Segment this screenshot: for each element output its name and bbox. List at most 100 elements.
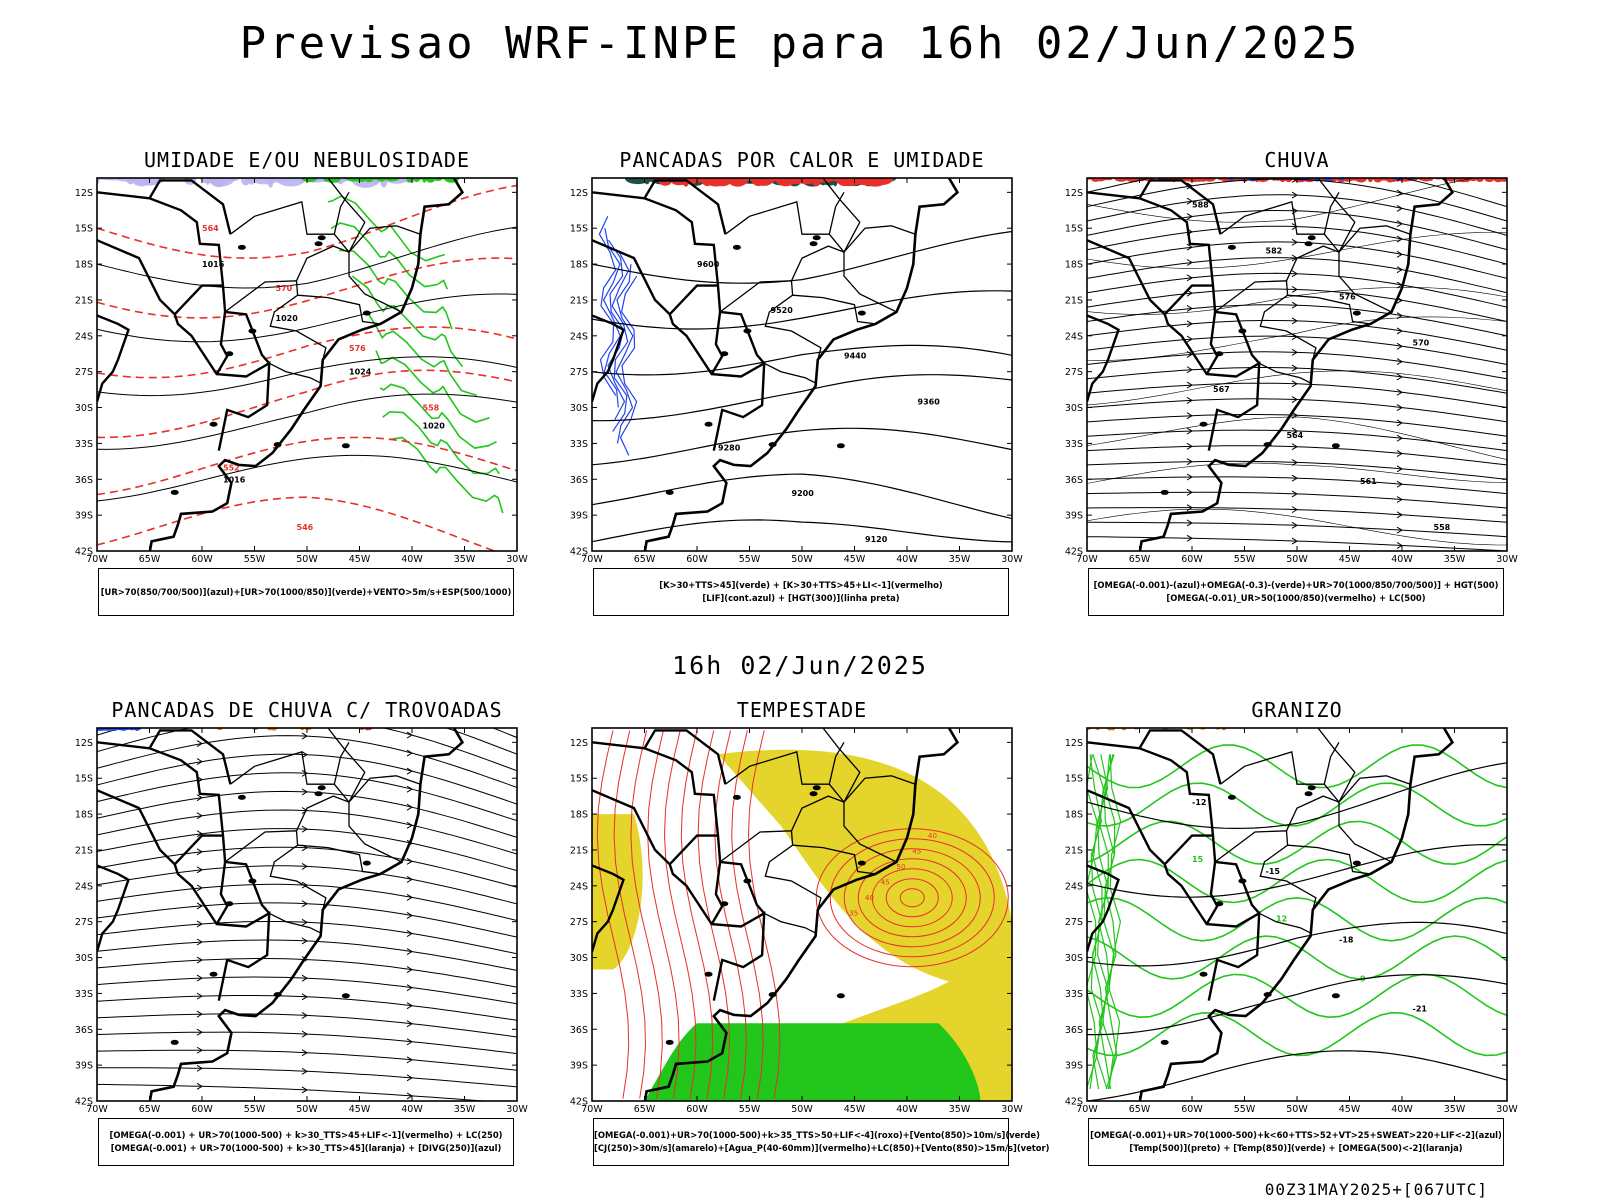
lat-tick-label: 39S: [1065, 511, 1083, 522]
lon-tick-label: 65W: [634, 1104, 656, 1115]
legend-line: [OMEGA(-0.001)+UR>70(1000-500)+k>35_TTS>…: [594, 1130, 1040, 1140]
lat-tick-label: 27S: [1065, 367, 1083, 378]
coastline: [97, 178, 465, 551]
panel-title: CHUVA: [1264, 148, 1330, 172]
legend-line: [K>30+TTS>45](verde) + [K>30+TTS>45+LI<-…: [659, 580, 943, 590]
coastline: [97, 728, 465, 1101]
lat-tick-label: 39S: [75, 1061, 93, 1072]
lakes: [1160, 785, 1361, 1045]
lon-tick-label: 35W: [454, 1104, 476, 1115]
contour-label: 582: [1266, 246, 1283, 255]
contour-label: 1020: [276, 314, 299, 323]
lon-tick-label: 45W: [349, 554, 371, 565]
lon-tick-label: 70W: [1076, 554, 1098, 565]
legend-box: [UR>70(850/700/500)](azul)+[UR>70(1000/8…: [98, 568, 514, 616]
contour-label: 558: [1434, 523, 1451, 532]
lon-tick-label: 45W: [844, 554, 866, 565]
lat-tick-label: 21S: [75, 295, 93, 306]
lon-tick-label: 30W: [506, 554, 528, 565]
lon-tick-label: 60W: [686, 1104, 708, 1115]
contour-label: 576: [1339, 293, 1356, 302]
lon-tick-label: 60W: [191, 554, 213, 565]
lon-tick-label: 35W: [1444, 1104, 1466, 1115]
country-state-borders: [1087, 178, 1411, 451]
lat-tick-label: 33S: [75, 989, 93, 1000]
contour-label: 9440: [844, 352, 867, 361]
lon-tick-label: 40W: [401, 554, 423, 565]
lat-tick-label: 12S: [1065, 738, 1083, 749]
contour-label: 567: [1213, 385, 1230, 394]
lc850-red-streamlines: 40 45 50 45 40 35: [596, 730, 1009, 1099]
contour-label: 45: [912, 848, 921, 856]
lakes: [665, 235, 866, 495]
lat-tick-label: 30S: [1065, 403, 1083, 414]
contour-label: 552: [223, 463, 240, 472]
lat-tick-label: 42S: [570, 1097, 588, 1108]
lon-tick-label: 70W: [581, 554, 603, 565]
contour-label: 9360: [918, 398, 941, 407]
map-plot: 15129-12-15-18-2112S15S18S21S24S27S30S33…: [1065, 727, 1518, 1115]
contour-label: 564: [1287, 431, 1304, 440]
legend-line: [OMEGA(-0.001)-(azul)+OMEGA(-0.3)-(verde…: [1093, 580, 1499, 590]
lat-tick-label: 39S: [570, 511, 588, 522]
map-plot: 588 582 576 570 567 564 561 558 12S 15S 18S 21S 24S 2…: [1065, 177, 1518, 565]
map-frame: [591, 727, 1013, 1102]
panel-title: UMIDADE E/OU NEBULOSIDADE: [143, 148, 471, 172]
lat-tick-label: 24S: [570, 331, 588, 342]
contour-label: 40: [928, 832, 937, 840]
legend-line: [Temp(500)](preto) + [Temp(850)](verde) …: [1129, 1143, 1463, 1153]
lat-tick-label: 30S: [570, 953, 588, 964]
lon-tick-label: 55W: [244, 1104, 266, 1115]
lat-tick-label: 30S: [75, 403, 93, 414]
lon-tick-label: 40W: [1391, 1104, 1413, 1115]
lon-tick-label: 60W: [686, 554, 708, 565]
lon-tick-label: 45W: [1339, 554, 1361, 565]
lon-tick-label: 35W: [454, 554, 476, 565]
lon-tick-label: 55W: [1234, 1104, 1256, 1115]
coastline: [592, 728, 960, 1101]
lat-tick-label: 36S: [1065, 475, 1083, 486]
lat-tick-label: 27S: [75, 367, 93, 378]
lat-tick-label: 21S: [75, 845, 93, 856]
lat-tick-label: 12S: [570, 188, 588, 199]
legend-line: [OMEGA(-0.001) + UR>70(1000-500) + k>30_…: [109, 1130, 503, 1140]
lat-tick-label: 15S: [75, 774, 93, 785]
lat-tick-label: 24S: [75, 331, 93, 342]
lat-tick-label: 12S: [1065, 188, 1083, 199]
lat-tick-label: 21S: [570, 845, 588, 856]
contour-label: 561: [1360, 477, 1377, 486]
country-state-borders: [592, 728, 916, 1001]
lat-tick-label: 15S: [570, 224, 588, 235]
map-frame: [96, 177, 518, 552]
coastline: [592, 178, 960, 551]
lat-tick-label: 15S: [1065, 774, 1083, 785]
map-plot: 1016102010241020101656457057655855254612…: [75, 177, 528, 565]
contour-label: 588: [1192, 200, 1209, 209]
lon-tick-label: 60W: [191, 1104, 213, 1115]
lat-tick-label: 21S: [1065, 845, 1083, 856]
lon-tick-label: 50W: [791, 1104, 813, 1115]
lon-tick-label: 45W: [844, 1104, 866, 1115]
panel-title: PANCADAS POR CALOR E UMIDADE: [619, 148, 985, 172]
instability-red: [652, 178, 894, 187]
lon-tick-label: 30W: [1001, 1104, 1023, 1115]
lon-tick-label: 70W: [581, 1104, 603, 1115]
lat-tick-label: 27S: [1065, 917, 1083, 928]
lon-tick-label: 40W: [1391, 554, 1413, 565]
lat-tick-label: 15S: [1065, 224, 1083, 235]
run-info: 00Z31MAY2025+[067UTC]: [1264, 1180, 1488, 1199]
lat-tick-label: 15S: [570, 774, 588, 785]
contour-label: 576: [349, 344, 366, 353]
lon-tick-label: 55W: [739, 554, 761, 565]
lon-tick-label: 35W: [1444, 554, 1466, 565]
lakes: [170, 235, 371, 495]
lat-tick-label: 42S: [1065, 547, 1083, 558]
contour-label: 1020: [423, 421, 446, 430]
contour-label: 12: [1276, 915, 1287, 924]
lat-tick-label: 24S: [1065, 881, 1083, 892]
